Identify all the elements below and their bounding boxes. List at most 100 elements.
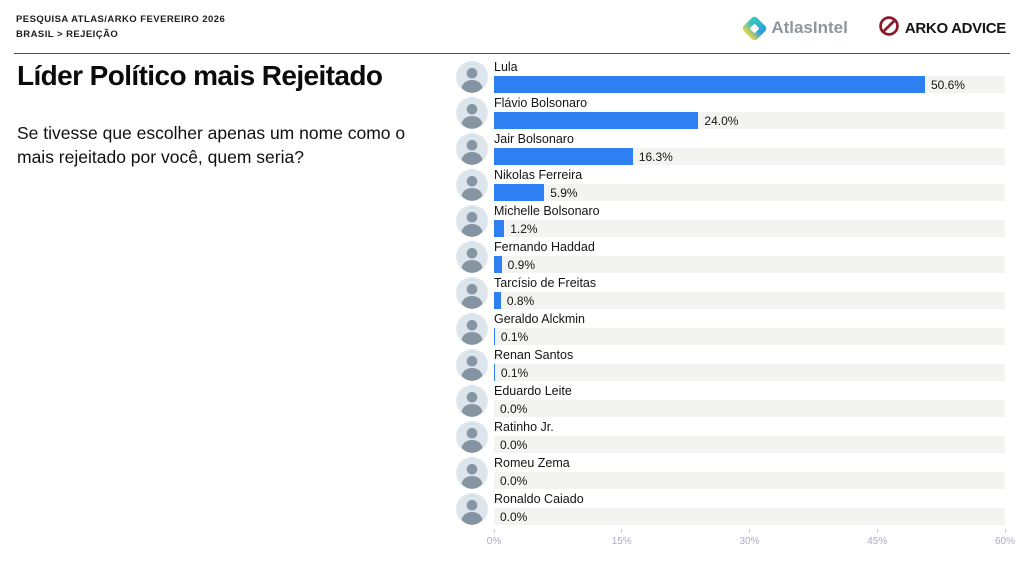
row-body: Renan Santos 0.1%: [494, 348, 1005, 381]
bar-track: 0.1%: [494, 364, 1005, 381]
chart-row: Ronaldo Caiado 0.0%: [456, 492, 1005, 528]
candidate-avatar: [456, 349, 488, 381]
candidate-name: Michelle Bolsonaro: [494, 204, 600, 218]
row-body: Romeu Zema 0.0%: [494, 456, 1005, 489]
candidate-avatar: [456, 421, 488, 453]
person-silhouette-icon: [456, 385, 488, 417]
row-body: Ronaldo Caiado 0.0%: [494, 492, 1005, 525]
chart-row: Flávio Bolsonaro 24.0%: [456, 96, 1005, 132]
candidate-avatar: [456, 277, 488, 309]
bar-fill: [494, 292, 501, 309]
chart-row: Geraldo Alckmin 0.1%: [456, 312, 1005, 348]
atlasintel-logo: AtlasIntel: [741, 14, 848, 42]
person-silhouette-icon: [456, 61, 488, 93]
bar-value-label: 0.0%: [500, 509, 528, 524]
bar-track: 0.0%: [494, 508, 1005, 525]
chart-row: Tarcísio de Freitas 0.8%: [456, 276, 1005, 312]
bar-value-label: 0.1%: [500, 329, 529, 344]
chart-row: Lula 50.6%: [456, 60, 1005, 96]
row-body: Lula 50.6%: [494, 60, 1005, 93]
candidate-name: Ratinho Jr.: [494, 420, 554, 434]
header-divider: [14, 53, 1010, 54]
arko-no-entry-icon: [878, 15, 900, 42]
candidate-name: Fernando Haddad: [494, 240, 595, 254]
arko-advice-logo: ARKO ADVICE: [878, 15, 1006, 42]
logos: AtlasIntel ARKO ADVICE: [741, 14, 1008, 42]
survey-question: Se tivesse que escolher apenas um nome c…: [17, 123, 406, 167]
row-body: Flávio Bolsonaro 24.0%: [494, 96, 1005, 129]
tick-mark: [621, 529, 623, 533]
row-body: Ratinho Jr. 0.0%: [494, 420, 1005, 453]
person-silhouette-icon: [456, 349, 488, 381]
row-body: Fernando Haddad 0.9%: [494, 240, 1005, 273]
person-silhouette-icon: [456, 205, 488, 237]
bar-track: 0.1%: [494, 328, 1005, 345]
person-silhouette-icon: [456, 277, 488, 309]
person-silhouette-icon: [456, 421, 488, 453]
row-body: Eduardo Leite 0.0%: [494, 384, 1005, 417]
candidate-name: Flávio Bolsonaro: [494, 96, 588, 110]
bar-fill: [494, 184, 545, 201]
tick-label: 15%: [611, 536, 632, 547]
bar-value-label: 5.9%: [550, 185, 578, 200]
chart-row: Fernando Haddad 0.9%: [456, 240, 1005, 276]
candidate-name: Renan Santos: [494, 348, 574, 362]
candidate-name: Lula: [494, 60, 518, 74]
bar-track: 5.9%: [494, 184, 1005, 201]
chart-row: Michelle Bolsonaro 1.2%: [456, 204, 1005, 240]
candidate-avatar: [456, 241, 488, 273]
candidate-name: Nikolas Ferreira: [494, 168, 583, 182]
person-silhouette-icon: [456, 241, 488, 273]
bar-track: 0.0%: [494, 400, 1005, 417]
survey-title: PESQUISA ATLAS/ARKO FEVEREIRO 2026: [16, 14, 226, 26]
tick-mark: [1004, 529, 1006, 533]
bar-value-label: 0.0%: [500, 437, 528, 452]
candidate-avatar: [456, 169, 488, 201]
arko-logo-text: ARKO ADVICE: [904, 19, 1006, 37]
atlasintel-logo-text: AtlasIntel: [771, 18, 848, 37]
row-body: Michelle Bolsonaro 1.2%: [494, 204, 1005, 237]
person-silhouette-icon: [456, 169, 488, 201]
row-body: Nikolas Ferreira 5.9%: [494, 168, 1005, 201]
bar-fill: [494, 256, 502, 273]
bar-fill: [494, 364, 495, 381]
question-panel: Líder Político mais Rejeitado Se tivesse…: [17, 60, 442, 170]
person-silhouette-icon: [456, 97, 488, 129]
candidate-name: Ronaldo Caiado: [494, 492, 584, 506]
bar-value-label: 0.1%: [500, 365, 529, 380]
bar-value-label: 24.0%: [704, 113, 739, 128]
survey-meta: PESQUISA ATLAS/ARKO FEVEREIRO 2026 BRASI…: [16, 13, 225, 42]
chart-row: Renan Santos 0.1%: [456, 348, 1005, 384]
tick-label: 45%: [867, 536, 888, 547]
chart-row: Jair Bolsonaro 16.3%: [456, 132, 1005, 168]
candidate-name: Jair Bolsonaro: [494, 132, 574, 146]
candidate-name: Geraldo Alckmin: [494, 312, 586, 326]
candidate-avatar: [456, 61, 488, 93]
row-body: Jair Bolsonaro 16.3%: [494, 132, 1005, 165]
person-silhouette-icon: [456, 493, 488, 525]
bar-value-label: 16.3%: [638, 149, 673, 164]
person-silhouette-icon: [456, 313, 488, 345]
bar-track: 24.0%: [494, 112, 1005, 129]
atlasintel-diamond-icon: [741, 14, 769, 42]
x-axis: 0% 15% 30% 45% 60%: [487, 529, 1015, 557]
candidate-name: Tarcísio de Freitas: [494, 276, 597, 290]
person-silhouette-icon: [456, 133, 488, 165]
candidate-avatar: [456, 205, 488, 237]
row-body: Geraldo Alckmin 0.1%: [494, 312, 1005, 345]
bar-value-label: 1.2%: [510, 221, 538, 236]
page-title: Líder Político mais Rejeitado: [17, 60, 383, 91]
chart-row: Eduardo Leite 0.0%: [456, 384, 1005, 420]
bar-value-label: 0.9%: [507, 257, 536, 272]
tick-label: 60%: [994, 536, 1016, 547]
bar-track: 0.0%: [494, 472, 1005, 489]
bar-track: 0.8%: [494, 292, 1005, 309]
x-axis-tick: 45%: [867, 529, 887, 547]
rejection-bar-chart: Lula 50.6% Flávio Bolsonaro 24.0%: [456, 60, 1015, 557]
candidate-avatar: [456, 385, 488, 417]
candidate-avatar: [456, 493, 488, 525]
chart-row: Romeu Zema 0.0%: [456, 456, 1005, 492]
bar-track: 0.9%: [494, 256, 1005, 273]
bar-track: 0.0%: [494, 436, 1005, 453]
candidate-avatar: [456, 97, 488, 129]
